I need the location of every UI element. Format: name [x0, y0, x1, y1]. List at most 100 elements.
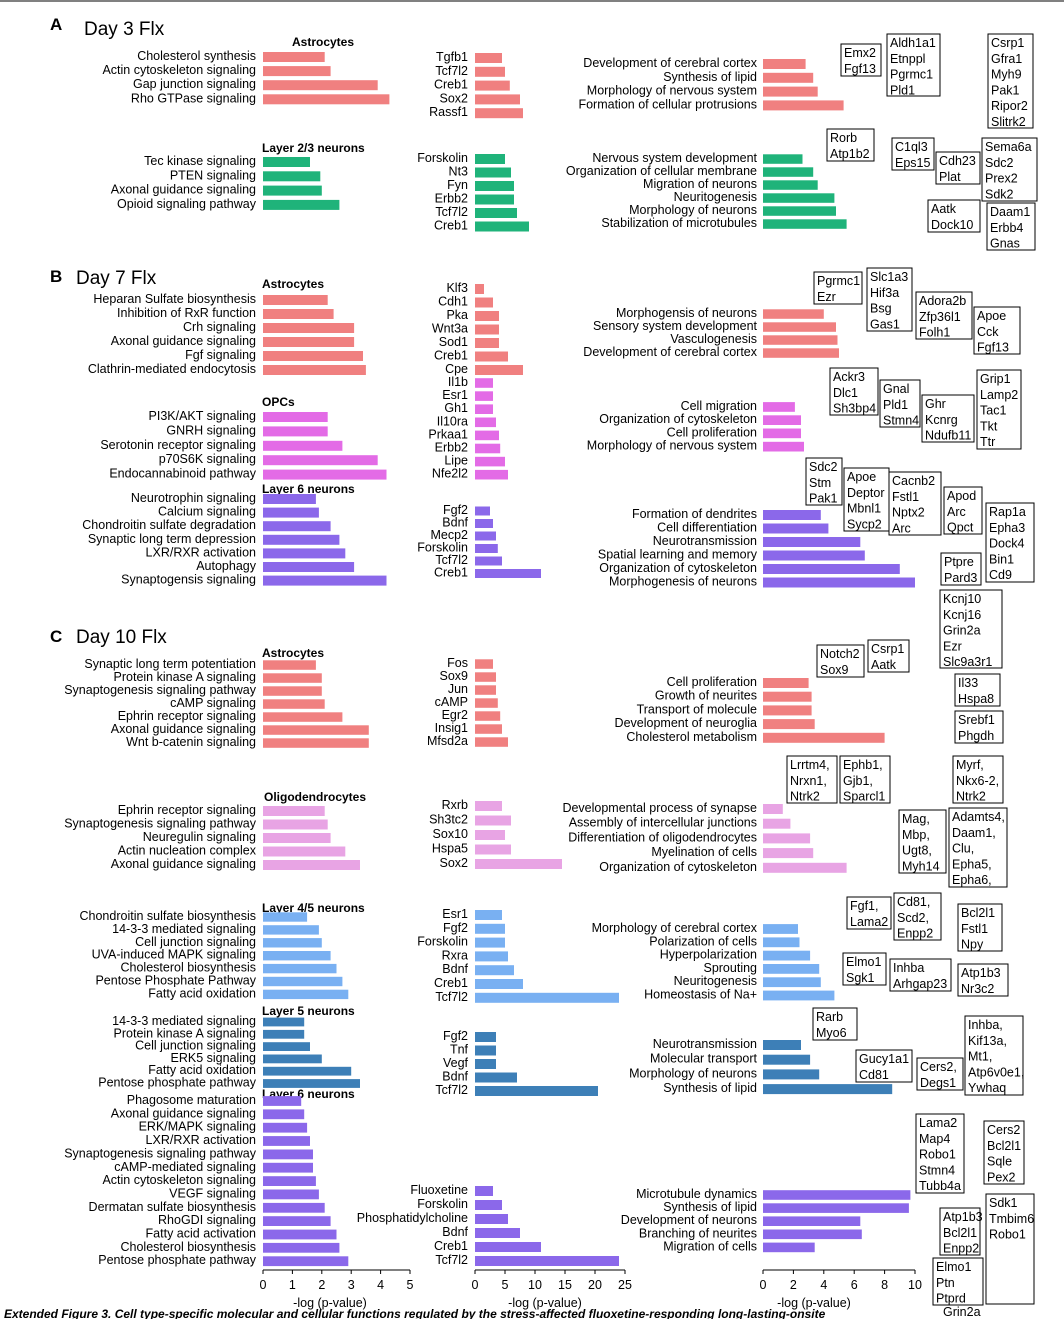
bar	[763, 990, 835, 1001]
tick-label: 4	[820, 1278, 827, 1292]
gene-name: C1ql3	[895, 140, 928, 154]
bar	[475, 108, 523, 119]
bar	[263, 337, 355, 347]
gene-box-border	[981, 137, 1038, 202]
category-label: Nt3	[449, 165, 469, 179]
bar	[475, 531, 496, 541]
gene-box-border	[898, 809, 947, 874]
tick-label: 2	[790, 1278, 797, 1292]
bar	[475, 208, 517, 218]
gene-name: Apod	[947, 489, 976, 503]
bar	[763, 678, 809, 688]
bar	[475, 80, 510, 91]
gene-name: Aldh1a1	[890, 36, 936, 50]
gene-name: Cck	[977, 325, 999, 339]
gene-name: Ntrk2	[790, 790, 820, 804]
bar	[263, 989, 349, 1000]
bar	[263, 1136, 310, 1146]
gene-name: Nptx2	[892, 506, 925, 520]
gene-name: Ghr	[925, 397, 946, 411]
bar	[475, 1186, 493, 1196]
category-label: Molecular transport	[650, 1052, 758, 1066]
category-label: Gap junction signaling	[133, 77, 256, 91]
bar	[763, 335, 838, 345]
tick-label: 10	[908, 1278, 922, 1292]
category-label: Synthesis of lipid	[663, 1200, 757, 1214]
gene-name: Fstl1	[961, 922, 988, 936]
gene-name: Myrf,	[956, 758, 984, 772]
gene-name: Erbb4	[990, 221, 1023, 235]
category-label: Morphology of nervous system	[587, 84, 757, 98]
category-label: Migration of cells	[663, 1239, 757, 1253]
gene-name: Clu,	[952, 842, 974, 856]
category-label: Assembly of intercellular junctions	[569, 816, 757, 830]
gene-name: Cdh23	[939, 154, 976, 168]
bar	[475, 965, 514, 976]
category-label: p70S6K signaling	[159, 452, 256, 466]
category-label: Rassf1	[429, 105, 468, 119]
category-label: Heparan Sulfate biosynthesis	[93, 292, 256, 306]
category-label: Synaptogensis signaling	[121, 573, 256, 587]
bar	[475, 737, 508, 747]
gene-name: Bin1	[989, 552, 1014, 566]
category-label: UVA-induced MAPK signaling	[92, 948, 256, 962]
category-label: LXR/RXR activation	[146, 1133, 257, 1147]
gene-name: Srebf1	[958, 713, 995, 727]
gene-box-border	[915, 291, 973, 340]
bar	[263, 1149, 313, 1160]
category-label: Ephrin receptor signaling	[118, 709, 256, 723]
bar-chart-c-functions: Developmental process of synapseAssembly…	[562, 801, 847, 874]
tick-label: 4	[377, 1278, 384, 1292]
bar	[263, 819, 328, 830]
gene-list-box: Ackr3 Dlc1 Sh3bp4	[829, 367, 879, 416]
gene-name: Cers2,	[920, 1060, 957, 1074]
gene-name: Daam1	[990, 205, 1030, 219]
gene-box-border	[957, 903, 1003, 952]
gene-name: Kcnrg	[925, 413, 958, 427]
category-label: Cholesterol biosynthesis	[121, 961, 257, 975]
bar	[475, 951, 508, 962]
gene-name: Myh9	[991, 68, 1022, 82]
bar	[263, 963, 337, 974]
gene-name: Mag,	[902, 812, 930, 826]
category-label: Transport of molecule	[637, 702, 757, 716]
tick-label: 10	[528, 1278, 542, 1292]
cell-type-title: Astrocytes	[262, 646, 324, 660]
bar	[263, 1122, 308, 1133]
category-label: Fgf2	[443, 1029, 468, 1043]
bar	[263, 1066, 352, 1076]
category-label: Stabilization of microtubules	[601, 216, 757, 230]
bar	[475, 391, 493, 401]
category-label: Development of cerebral cortex	[583, 56, 757, 70]
bar	[475, 297, 493, 308]
bar	[263, 351, 363, 361]
bar	[475, 659, 493, 669]
gene-name: Stm	[809, 476, 831, 490]
gene-list-box: Elmo1 Sgk1	[842, 952, 887, 986]
category-label: Pka	[446, 308, 468, 322]
bar	[763, 1216, 861, 1226]
category-label: Polarization of cells	[649, 934, 757, 948]
gene-name: Bcl2l1	[943, 1226, 977, 1240]
gene-box-border	[985, 1193, 1035, 1305]
gene-name: Slitrk2	[991, 115, 1026, 129]
category-label: Inhibition of RxR function	[117, 306, 256, 320]
gene-name: Atp6v0e1,	[968, 1065, 1024, 1079]
category-label: Fgf2	[443, 921, 468, 935]
gene-name: Nr3c2	[961, 982, 994, 996]
gene-name: Rorb	[830, 131, 857, 145]
x-axis: 0 5 10 15 20 25 -log (p-value)	[472, 1269, 632, 1310]
bar	[263, 455, 378, 466]
category-label: Fyn	[447, 178, 468, 192]
category-label: Cell migration	[681, 399, 757, 413]
gene-list-box: Rarb Myo6	[812, 1007, 858, 1041]
category-label: Morphology of neurons	[629, 203, 757, 217]
bar-chart-b-pathways: Astrocytes Heparan Sulfate biosynthesisIn…	[88, 277, 366, 376]
category-label: Vegf	[443, 1056, 469, 1070]
gene-name: Gnal	[883, 382, 909, 396]
cell-type-title: Astrocytes	[262, 277, 324, 291]
